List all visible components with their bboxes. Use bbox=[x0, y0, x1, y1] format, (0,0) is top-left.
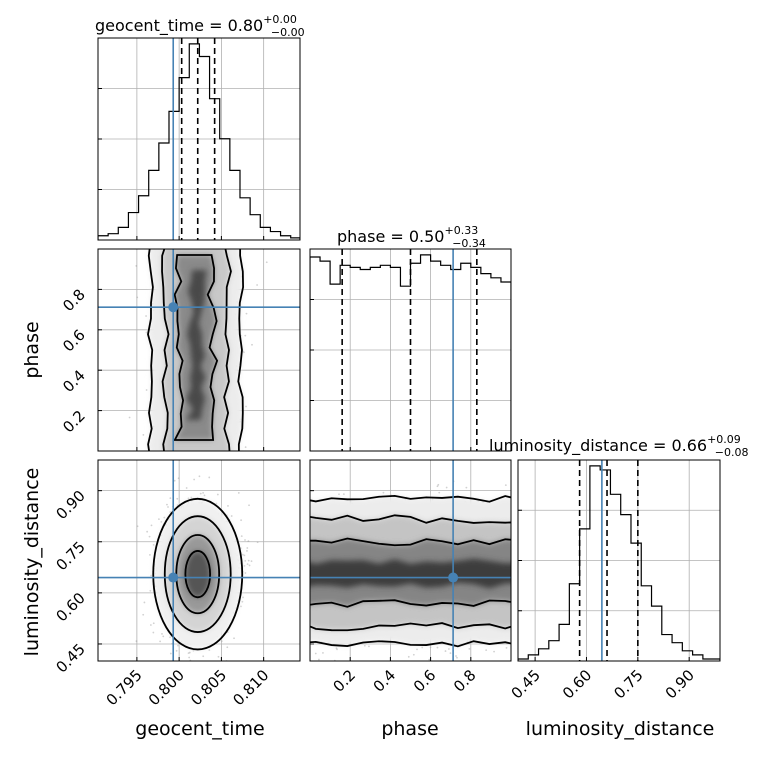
ylabel-phase: phase bbox=[21, 321, 43, 378]
truth-marker bbox=[168, 572, 179, 583]
panel-frame bbox=[517, 459, 721, 662]
histogram-phase bbox=[309, 248, 512, 452]
x-tick-label: 0.4 bbox=[370, 666, 400, 696]
x-tick-label: 0.90 bbox=[662, 666, 698, 702]
x-tick-label: 0.795 bbox=[103, 666, 146, 709]
x-tick-label: 0.45 bbox=[508, 666, 544, 702]
contour-lines bbox=[152, 497, 244, 651]
y-tick-label: 0.75 bbox=[52, 538, 88, 574]
panel-frame bbox=[97, 248, 301, 452]
contour-lines bbox=[310, 494, 511, 648]
scatter-phase-vs-geocent-time bbox=[97, 248, 301, 452]
x-tick-label: 0.810 bbox=[229, 666, 272, 709]
density-levels bbox=[153, 498, 243, 650]
xlabel-geocent-time: geocent_time bbox=[135, 718, 264, 740]
y-tick-label: 0.4 bbox=[59, 366, 89, 396]
x-tick-label: 0.60 bbox=[559, 666, 595, 702]
y-tick-label: 0.8 bbox=[59, 286, 89, 316]
density-levels bbox=[310, 495, 511, 647]
histogram-step bbox=[98, 43, 300, 240]
panel-frame bbox=[309, 459, 512, 662]
scatter-luminosity-distance-vs-geocent-time bbox=[97, 459, 301, 662]
truth-marker bbox=[168, 302, 179, 313]
y-tick-label: 0.45 bbox=[52, 640, 88, 676]
y-tick-labels: 0.2 0.4 0.6 0.8 0.45 0.60 0.75 0.90 bbox=[52, 286, 88, 677]
x-tick-label: 0.8 bbox=[450, 666, 480, 696]
x-tick-label: 0.75 bbox=[610, 666, 646, 702]
y-tick-label: 0.6 bbox=[59, 326, 89, 356]
title-geocent-time: geocent_time = 0.80+0.00 −0.00 bbox=[95, 13, 305, 39]
x-tick-label: 0.800 bbox=[145, 666, 188, 709]
panel-frame bbox=[309, 248, 512, 452]
panel-frame bbox=[97, 37, 301, 241]
x-tick-label: 0.6 bbox=[410, 666, 440, 696]
panel-frame bbox=[97, 459, 301, 662]
x-tick-labels: 0.795 0.800 0.805 0.810 0.2 0.4 0.6 0.8 0.45 0.60… bbox=[103, 666, 698, 709]
title-phase: phase = 0.50+0.33 −0.34 bbox=[337, 224, 486, 250]
x-tick-label: 0.2 bbox=[329, 666, 359, 696]
truth-marker bbox=[448, 572, 459, 583]
ylabel-luminosity-distance: luminosity_distance bbox=[21, 468, 43, 657]
title-luminosity-distance: luminosity_distance = 0.66+0.09 −0.08 bbox=[489, 433, 749, 459]
xlabel-luminosity-distance: luminosity_distance bbox=[526, 718, 715, 740]
y-tick-label: 0.2 bbox=[59, 407, 89, 437]
histogram-step bbox=[518, 465, 720, 661]
x-tick-label: 0.805 bbox=[187, 666, 230, 709]
histogram-luminosity-distance bbox=[517, 459, 721, 662]
y-tick-label: 0.60 bbox=[52, 589, 88, 625]
histogram-geocent-time bbox=[97, 37, 301, 241]
scatter-luminosity-distance-vs-phase bbox=[309, 459, 512, 662]
xlabel-phase: phase bbox=[381, 718, 438, 740]
y-tick-label: 0.90 bbox=[52, 487, 88, 523]
